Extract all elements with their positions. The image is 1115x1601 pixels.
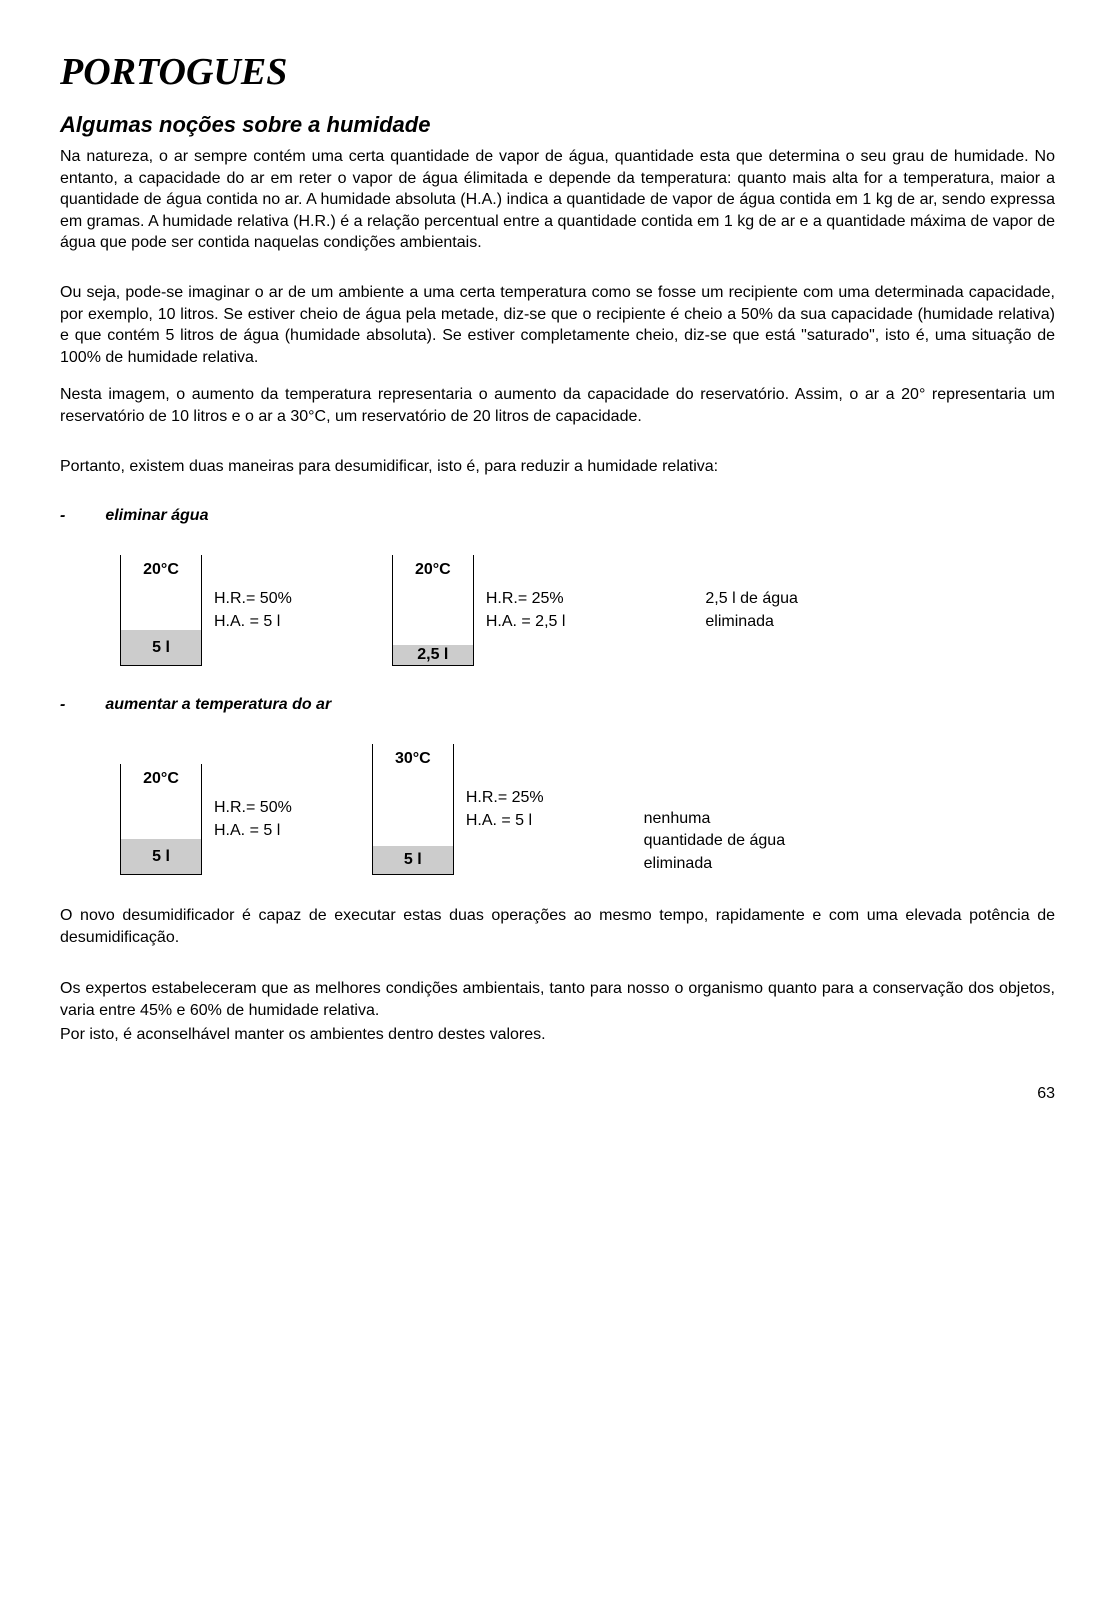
paragraph-2: Ou seja, pode-se imaginar o ar de um amb… (60, 282, 1055, 368)
bullet-text: aumentar a temperatura do ar (105, 696, 331, 714)
ha-value: H.A. = 5 l (466, 810, 544, 832)
hr-value: H.R.= 25% (486, 588, 566, 610)
container-right: 30°C 5 l (372, 744, 454, 875)
fill-level: 5 l (121, 630, 201, 665)
bullet-dash: - (60, 696, 65, 714)
ha-value: H.A. = 5 l (214, 820, 292, 842)
temp-label: 20°C (393, 561, 473, 579)
paragraph-6: Os expertos estabeleceram que as melhore… (60, 978, 1055, 1021)
section-subtitle: Algumas noções sobre a humidade (60, 112, 1055, 138)
result-line-1: 2,5 l de água (705, 588, 798, 610)
result-line-2: eliminada (705, 611, 798, 633)
diagram-eliminate-water: 20°C 5 l H.R.= 50% H.A. = 5 l 20°C 2,5 l… (120, 555, 1055, 666)
container-right-group: 20°C 2,5 l H.R.= 25% H.A. = 2,5 l (392, 555, 566, 666)
bullet-text: eliminar água (105, 507, 208, 525)
container-left-values: H.R.= 50% H.A. = 5 l (214, 797, 292, 842)
fill-label: 5 l (152, 639, 170, 657)
page-title: PORTOGUES (60, 50, 1055, 94)
bullet-eliminate-water: - eliminar água (60, 507, 1055, 525)
fill-label: 5 l (404, 851, 422, 869)
result-line-2: quantidade de água (644, 830, 785, 852)
fill-label: 2,5 l (417, 646, 448, 664)
container-right-values: H.R.= 25% H.A. = 2,5 l (486, 588, 566, 633)
fill-level: 5 l (121, 839, 201, 874)
paragraph-1: Na natureza, o ar sempre contém uma cert… (60, 146, 1055, 254)
bullet-increase-temp: - aumentar a temperatura do ar (60, 696, 1055, 714)
bullet-dash: - (60, 507, 65, 525)
paragraph-7: Por isto, é aconselhável manter os ambie… (60, 1024, 1055, 1046)
container-left-values: H.R.= 50% H.A. = 5 l (214, 588, 292, 633)
container-left-group: 20°C 5 l H.R.= 50% H.A. = 5 l (120, 764, 292, 875)
temp-label: 30°C (373, 750, 453, 768)
paragraph-5: O novo desumidificador é capaz de execut… (60, 905, 1055, 948)
result-line-3: eliminada (644, 853, 785, 875)
result-line-1: nenhuma (644, 808, 785, 830)
ha-value: H.A. = 5 l (214, 611, 292, 633)
temp-label: 20°C (121, 561, 201, 579)
container-left: 20°C 5 l (120, 764, 202, 875)
container-right-values: H.R.= 25% H.A. = 5 l (466, 787, 544, 832)
hr-value: H.R.= 25% (466, 787, 544, 809)
result-text: nenhuma quantidade de água eliminada (644, 808, 785, 875)
result-text: 2,5 l de água eliminada (705, 588, 798, 633)
fill-level: 5 l (373, 846, 453, 874)
container-right-group: 30°C 5 l H.R.= 25% H.A. = 5 l (372, 744, 544, 875)
fill-label: 5 l (152, 848, 170, 866)
ha-value: H.A. = 2,5 l (486, 611, 566, 633)
container-left-group: 20°C 5 l H.R.= 50% H.A. = 5 l (120, 555, 292, 666)
diagram-increase-temp: 20°C 5 l H.R.= 50% H.A. = 5 l 30°C 5 l H… (120, 744, 1055, 875)
paragraph-3: Nesta imagem, o aumento da temperatura r… (60, 384, 1055, 427)
paragraph-4: Portanto, existem duas maneiras para des… (60, 456, 1055, 478)
page-number: 63 (60, 1085, 1055, 1103)
temp-label: 20°C (121, 770, 201, 788)
hr-value: H.R.= 50% (214, 797, 292, 819)
fill-level: 2,5 l (393, 645, 473, 665)
hr-value: H.R.= 50% (214, 588, 292, 610)
container-left: 20°C 5 l (120, 555, 202, 666)
container-right: 20°C 2,5 l (392, 555, 474, 666)
